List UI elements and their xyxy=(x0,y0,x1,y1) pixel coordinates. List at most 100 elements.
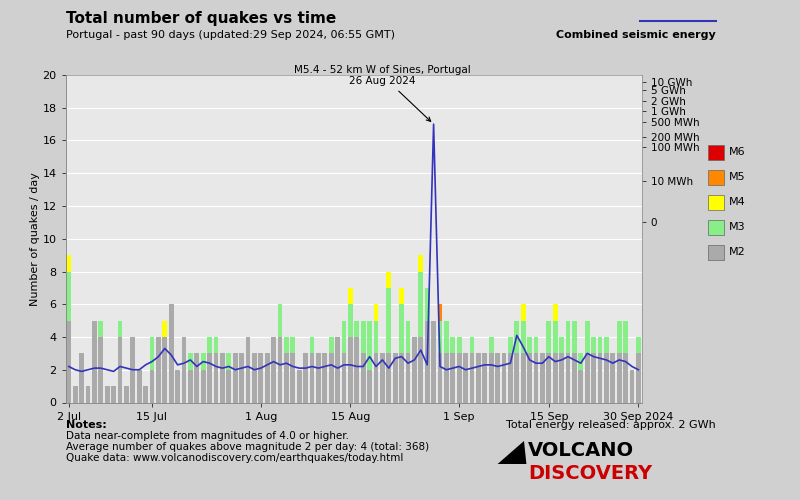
Bar xyxy=(367,370,372,402)
Text: Quake data: www.volcanodiscovery.com/earthquakes/today.html: Quake data: www.volcanodiscovery.com/ear… xyxy=(66,453,403,463)
Bar xyxy=(226,354,231,370)
Bar xyxy=(278,304,282,337)
Bar xyxy=(578,370,583,402)
Bar xyxy=(130,337,135,402)
Text: Average number of quakes above magnitude 2 per day: 4 (total: 368): Average number of quakes above magnitude… xyxy=(66,442,429,452)
Bar xyxy=(380,354,385,403)
Bar xyxy=(169,304,174,402)
Bar xyxy=(220,354,225,403)
Bar xyxy=(406,320,410,354)
Bar xyxy=(578,354,583,370)
Bar xyxy=(553,304,558,320)
Bar xyxy=(610,354,615,403)
Bar xyxy=(66,255,71,272)
Bar xyxy=(418,272,423,337)
Bar xyxy=(482,354,487,403)
Bar xyxy=(431,320,436,402)
Bar xyxy=(226,370,231,402)
Bar xyxy=(201,354,206,370)
Bar xyxy=(514,354,519,403)
Bar xyxy=(585,320,590,354)
Bar xyxy=(322,354,327,403)
Bar xyxy=(290,354,295,403)
Bar xyxy=(572,354,577,403)
Y-axis label: Number of quakes / day: Number of quakes / day xyxy=(30,172,40,306)
Bar xyxy=(463,354,468,403)
Bar xyxy=(310,354,314,403)
Bar xyxy=(489,337,494,353)
Bar xyxy=(572,320,577,354)
Bar xyxy=(591,337,596,353)
Bar xyxy=(354,337,359,402)
Bar xyxy=(489,354,494,403)
Bar xyxy=(207,354,212,403)
Bar xyxy=(534,337,538,353)
Bar xyxy=(214,354,218,403)
Bar xyxy=(495,354,500,403)
Bar xyxy=(566,320,570,354)
Text: Portugal - past 90 days (updated:29 Sep 2024, 06:55 GMT): Portugal - past 90 days (updated:29 Sep … xyxy=(66,30,394,40)
Bar xyxy=(508,354,513,403)
Bar xyxy=(105,386,110,402)
Bar xyxy=(214,337,218,353)
Bar xyxy=(546,354,551,403)
Bar xyxy=(207,337,212,353)
Bar xyxy=(450,337,455,353)
Bar xyxy=(386,354,391,403)
Bar xyxy=(329,337,334,353)
Bar xyxy=(444,354,449,403)
Bar xyxy=(598,337,602,353)
Bar xyxy=(630,370,634,402)
Text: DISCOVERY: DISCOVERY xyxy=(528,464,652,483)
Bar xyxy=(553,320,558,354)
Bar xyxy=(444,320,449,354)
Bar xyxy=(438,354,442,403)
Bar xyxy=(598,354,602,403)
Text: VOLCANO: VOLCANO xyxy=(528,441,634,460)
Bar xyxy=(342,354,346,403)
Bar xyxy=(316,354,321,403)
Bar xyxy=(521,304,526,320)
Bar xyxy=(617,354,622,403)
Bar xyxy=(342,320,346,354)
Bar xyxy=(438,320,442,354)
Bar xyxy=(470,354,474,403)
Text: Notes:: Notes: xyxy=(66,420,106,430)
Bar xyxy=(329,354,334,403)
Text: M5.4 - 52 km W of Sines, Portugal
26 Aug 2024: M5.4 - 52 km W of Sines, Portugal 26 Aug… xyxy=(294,65,470,122)
Bar xyxy=(98,320,103,337)
Bar xyxy=(92,320,97,402)
Bar xyxy=(162,337,167,402)
Bar xyxy=(348,304,353,337)
Bar xyxy=(150,337,154,370)
Bar xyxy=(303,354,308,403)
Bar xyxy=(604,337,609,353)
Bar xyxy=(182,337,186,402)
Bar xyxy=(361,320,366,354)
Bar xyxy=(335,337,340,402)
Bar xyxy=(246,337,250,402)
Bar xyxy=(162,320,167,337)
Bar xyxy=(194,354,199,403)
Bar xyxy=(502,354,506,403)
Bar xyxy=(521,354,526,403)
Bar xyxy=(98,337,103,402)
Bar xyxy=(265,354,270,403)
Bar xyxy=(252,354,257,403)
Bar xyxy=(297,370,302,402)
Bar xyxy=(278,337,282,402)
Bar xyxy=(399,354,404,403)
Bar xyxy=(386,288,391,354)
Bar xyxy=(450,354,455,403)
Bar xyxy=(521,320,526,354)
Bar xyxy=(438,304,442,320)
Bar xyxy=(636,337,641,353)
Bar xyxy=(137,370,142,402)
Bar xyxy=(585,354,590,403)
Bar xyxy=(559,354,564,403)
Text: Total energy released: approx. 2 GWh: Total energy released: approx. 2 GWh xyxy=(506,420,716,430)
Bar xyxy=(233,354,238,403)
Bar xyxy=(604,354,609,403)
Bar xyxy=(118,320,122,337)
Bar xyxy=(425,320,430,402)
